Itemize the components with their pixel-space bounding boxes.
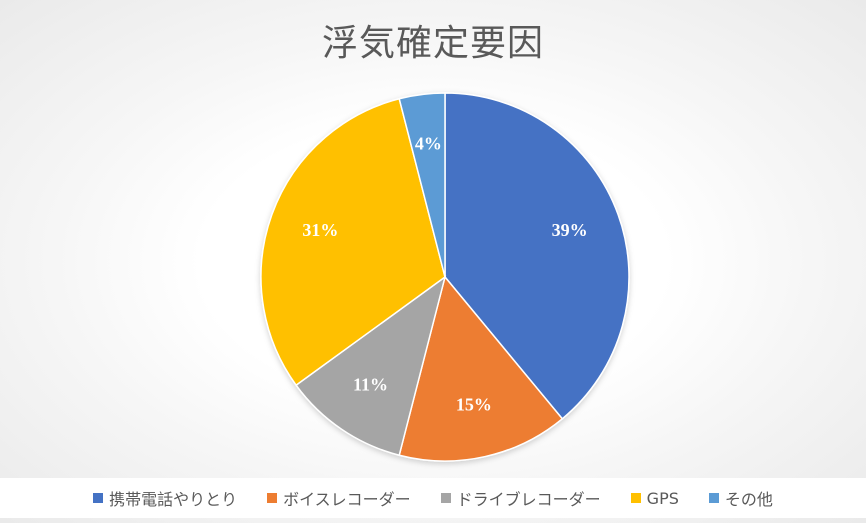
pie-slice-1 bbox=[444, 92, 630, 420]
legend-item-5: その他 bbox=[708, 486, 773, 510]
data-label-2: 15% bbox=[456, 394, 492, 414]
legend-item-2: ボイスレコーダー bbox=[267, 486, 411, 510]
legend-item-4: GPS bbox=[630, 488, 679, 508]
legend-swatch-4 bbox=[630, 493, 641, 503]
pie-slice-2 bbox=[398, 275, 564, 462]
legend-item-3: ドライブレコーダー bbox=[440, 486, 601, 510]
legend-swatch-2 bbox=[267, 493, 278, 503]
legend-label-4: GPS bbox=[646, 488, 679, 508]
legend-swatch-3 bbox=[440, 493, 451, 503]
legend-label-5: その他 bbox=[724, 490, 773, 509]
legend-label-3: ドライブレコーダー bbox=[456, 490, 601, 509]
legend-item-1: 携帯電話やりとり bbox=[93, 486, 237, 510]
data-label-1: 39% bbox=[552, 220, 588, 240]
pie-slice-3 bbox=[295, 275, 447, 457]
legend-label-2: ボイスレコーダー bbox=[283, 490, 411, 509]
data-label-5: 4% bbox=[415, 134, 442, 154]
legend-label-1: 携帯電話やりとり bbox=[109, 490, 238, 509]
data-label-3: 11% bbox=[353, 375, 388, 395]
pie-slice-4 bbox=[260, 97, 446, 387]
pie-slice-5 bbox=[398, 92, 446, 278]
chart-title: 浮気確定要因 bbox=[321, 23, 544, 64]
legend-swatch-5 bbox=[708, 493, 719, 503]
chart-legend: 携帯電話やりとり ボイスレコーダー ドライブレコーダー GPS その他 bbox=[0, 478, 866, 518]
legend-swatch-1 bbox=[93, 493, 104, 503]
data-label-4: 31% bbox=[302, 220, 338, 240]
